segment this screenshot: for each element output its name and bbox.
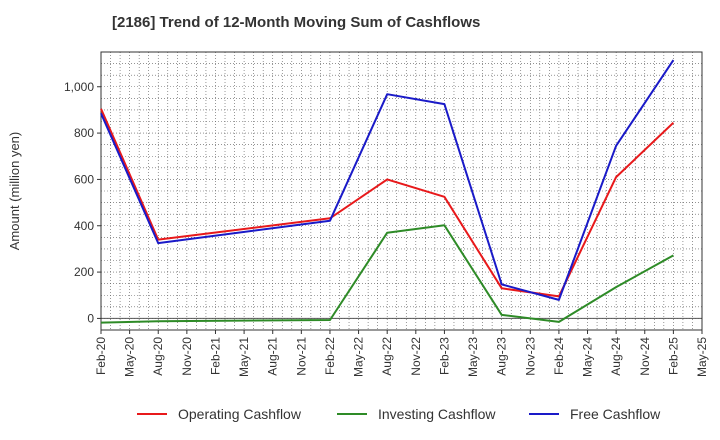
x-tick-label: May-25	[695, 337, 709, 377]
y-tick-label: 400	[74, 219, 94, 233]
x-tick-label: Nov-23	[523, 337, 537, 376]
x-tick-label: Aug-22	[380, 337, 394, 376]
x-tick-label: Feb-22	[323, 337, 337, 375]
x-tick-label: Feb-24	[552, 337, 566, 375]
x-tick-label: May-21	[237, 337, 251, 377]
series-line-investing-cashflow	[100, 224, 674, 324]
grid	[100, 51, 703, 331]
chart-title: [2186] Trend of 12-Month Moving Sum of C…	[112, 14, 481, 31]
legend-label-operating-cashflow: Operating Cashflow	[178, 406, 302, 422]
x-tick-label: Aug-24	[609, 337, 623, 376]
x-tick-label: May-20	[123, 337, 137, 377]
axes: 0 200 400 600 800 1,000 Feb-20 May-20 Aug-20 Nov-…	[7, 51, 709, 377]
series-line-free-cashflow	[100, 59, 675, 301]
plot-frame	[100, 51, 703, 331]
x-tick-label: Feb-23	[437, 337, 451, 375]
x-tick-label: Aug-20	[151, 337, 165, 376]
y-tick-label: 600	[74, 172, 94, 186]
legend: Operating Cashflow Investing Cashflow Free…	[137, 406, 661, 422]
x-tick-label: Feb-25	[666, 337, 680, 375]
y-tick-label: 1,000	[64, 80, 94, 94]
x-tick-label: Nov-22	[409, 337, 423, 376]
legend-label-free-cashflow: Free Cashflow	[570, 406, 661, 422]
series-line-operating-cashflow	[100, 108, 675, 298]
x-tick-label: Feb-20	[94, 337, 108, 375]
x-tick-label: Feb-21	[208, 337, 222, 375]
y-axis-label: Amount (million yen)	[7, 132, 22, 251]
series-lines	[100, 59, 675, 324]
x-tick-label: Aug-21	[266, 337, 280, 376]
x-tick-label: Nov-20	[180, 337, 194, 376]
x-tick-label: Nov-21	[294, 337, 308, 376]
x-tick-label: May-22	[352, 337, 366, 377]
x-tick-label: May-23	[466, 337, 480, 377]
x-tick-label: Aug-23	[495, 337, 509, 376]
x-tick-label: Nov-24	[638, 337, 652, 376]
y-tick-label: 0	[87, 311, 94, 325]
y-tick-label: 800	[74, 126, 94, 140]
legend-label-investing-cashflow: Investing Cashflow	[378, 406, 496, 422]
y-tick-label: 200	[74, 265, 94, 279]
x-tick-label: May-24	[581, 337, 595, 377]
